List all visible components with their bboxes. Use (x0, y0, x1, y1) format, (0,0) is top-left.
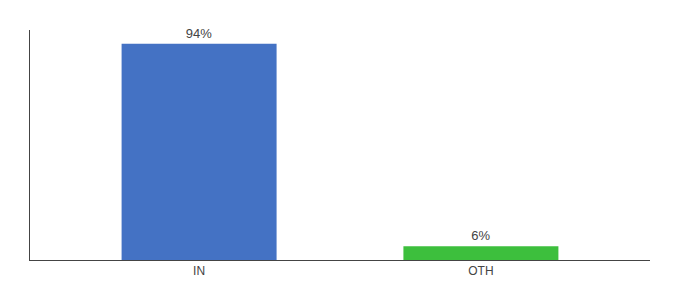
svg-text:IN: IN (193, 264, 205, 278)
svg-text:94%: 94% (186, 26, 212, 41)
svg-text:6%: 6% (471, 228, 490, 243)
svg-text:OTH: OTH (468, 264, 493, 278)
